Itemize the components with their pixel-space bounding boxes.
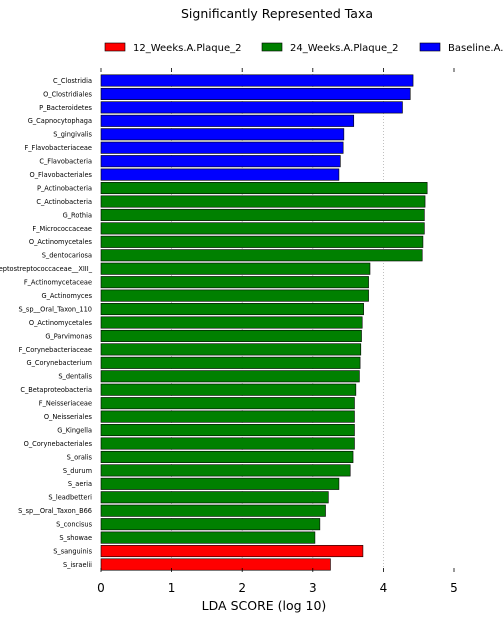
bar xyxy=(100,168,340,181)
bar xyxy=(100,356,361,369)
legend-swatch xyxy=(104,42,126,52)
category-label: G_Capnocytophaga xyxy=(28,117,92,125)
category-label: O_Corynebacteriales xyxy=(24,440,93,448)
category-label: S_sp__Oral_Taxon_B66 xyxy=(18,507,92,515)
bar xyxy=(100,531,316,544)
bar xyxy=(100,370,360,383)
bar xyxy=(100,504,326,517)
category-label: S_dentocariosa xyxy=(42,252,92,260)
bar xyxy=(100,128,345,141)
category-label: S_oralis xyxy=(67,453,93,461)
x-axis-label: LDA SCORE (log 10) xyxy=(202,598,327,613)
category-label: F_Neisseriaceae xyxy=(39,400,92,408)
category-label: G_Rothia xyxy=(63,211,92,219)
category-label: F_Actinomycetaceae xyxy=(24,279,92,287)
x-tick-label: 1 xyxy=(168,581,176,595)
category-label: F_Flavobacteriaceae xyxy=(24,144,92,152)
bar xyxy=(100,235,424,248)
category-labels: C_Clostridia O_Clostridiales P_Bacteroidet… xyxy=(0,77,93,569)
category-label: C_Clostridia xyxy=(53,77,92,85)
bar xyxy=(100,316,363,329)
bar xyxy=(100,343,362,356)
bar xyxy=(100,424,355,437)
category-label: O_Actinomycetales xyxy=(29,319,93,327)
legend-swatch xyxy=(419,42,441,52)
category-label: F_Micrococcaceae xyxy=(32,225,92,233)
category-label: S_durum xyxy=(63,467,92,475)
category-label: O_Flavobacteriales xyxy=(30,171,93,179)
category-label: S_sanguinis xyxy=(53,547,92,555)
category-label: G_Kingella xyxy=(57,426,92,434)
category-label: G_Parvimonas xyxy=(45,332,92,340)
bar xyxy=(100,437,355,450)
category-label: S_leadbetteri xyxy=(48,494,92,502)
x-tick-label: 2 xyxy=(238,581,246,595)
category-label: C_Actinobacteria xyxy=(36,198,92,206)
bar xyxy=(100,491,329,504)
legend-entry: Baseline.A. xyxy=(448,43,503,54)
category-label: G_Corynebacterium xyxy=(26,359,92,367)
category-label: S_aeria xyxy=(68,480,92,488)
category-label: C_Flavobacteria xyxy=(39,158,92,166)
x-tick-label: 5 xyxy=(450,581,458,595)
legend-swatch xyxy=(261,42,283,52)
x-tick-label: 3 xyxy=(309,581,317,595)
category-label: O_Actinomycetales xyxy=(29,238,93,246)
x-tick-label: 0 xyxy=(97,581,105,595)
bar xyxy=(100,276,369,289)
bar xyxy=(100,208,425,221)
bar xyxy=(100,87,411,100)
bar xyxy=(100,477,340,490)
bar xyxy=(100,262,371,275)
bar xyxy=(100,464,351,477)
legend-entry: 24_Weeks.A.Plaque_2 xyxy=(290,43,399,54)
bar xyxy=(100,249,423,262)
category-label: S_israelii xyxy=(63,561,92,569)
legend: 12_Weeks.A.Plaque_2 24_Weeks.A.Plaque_2 Ba… xyxy=(104,42,503,54)
bar xyxy=(100,141,344,154)
category-label: P_Actinobacteria xyxy=(37,184,92,192)
x-axis-ticks: 0 1 2 3 4 5 xyxy=(97,68,458,595)
category-label: S_gingivalis xyxy=(53,131,92,139)
category-label: C_Betaproteobacteria xyxy=(20,386,92,394)
category-label: S_sp__Oral_Taxon_110 xyxy=(18,305,92,313)
bar xyxy=(100,74,414,87)
bar xyxy=(100,101,403,114)
bars xyxy=(100,74,428,571)
category-label: F_Corynebacteriaceae xyxy=(19,346,92,354)
category-label: F_Peptostreptococcaceae__XIII_ xyxy=(0,265,93,273)
bar xyxy=(100,329,362,342)
bar xyxy=(100,114,355,127)
bar xyxy=(100,182,428,195)
bar xyxy=(100,545,364,558)
bar xyxy=(100,289,369,302)
bar xyxy=(100,383,357,396)
category-label: S_dentalis xyxy=(58,373,92,381)
bar xyxy=(100,222,425,235)
category-label: O_Clostridiales xyxy=(43,90,92,98)
x-tick-label: 4 xyxy=(380,581,388,595)
chart-title: Significantly Represented Taxa xyxy=(181,6,373,21)
bar xyxy=(100,450,354,463)
category-label: P_Bacteroidetes xyxy=(39,104,92,112)
bar xyxy=(100,155,341,168)
bar xyxy=(100,195,426,208)
category-label: O_Neisseriales xyxy=(44,413,93,421)
bar xyxy=(100,397,355,410)
category-label: S_showae xyxy=(59,534,92,542)
legend-entry: 12_Weeks.A.Plaque_2 xyxy=(133,43,242,54)
category-label: S_concisus xyxy=(56,521,92,529)
category-label: G_Actinomyces xyxy=(42,292,93,300)
bar xyxy=(100,558,331,571)
bar xyxy=(100,303,364,316)
bar xyxy=(100,518,321,531)
bar xyxy=(100,410,355,423)
